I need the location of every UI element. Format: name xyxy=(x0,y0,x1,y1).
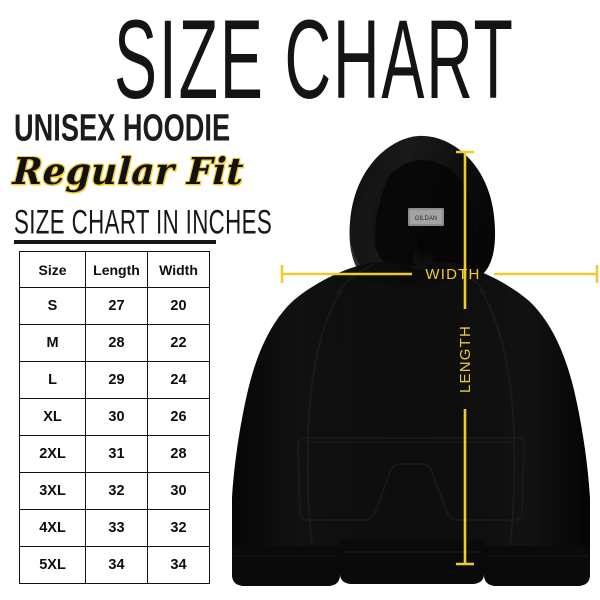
cell-length: 32 xyxy=(85,472,148,510)
cell-size: 5XL xyxy=(19,546,86,584)
hoodie-neck-opening xyxy=(412,226,434,267)
cell-size: L xyxy=(19,361,86,399)
cell-length: 31 xyxy=(85,435,148,473)
cell-length: 33 xyxy=(85,509,148,547)
hoodie-shoulder-seam-right xyxy=(447,263,487,295)
cell-length: 30 xyxy=(85,398,148,436)
column-header-length: Length xyxy=(85,251,148,288)
cell-width: 34 xyxy=(147,546,210,584)
page-title: SIZE CHART xyxy=(114,0,515,123)
cell-width: 26 xyxy=(147,398,210,436)
hoodie-sleeve-seam-left xyxy=(306,289,343,545)
hood-fold-left xyxy=(349,166,394,276)
hoodie-hem-band xyxy=(340,540,484,584)
units-heading: SIZE CHART IN INCHES xyxy=(14,202,273,242)
hoodie-cuff-left xyxy=(232,546,340,586)
hoodie-cuff-right xyxy=(484,546,590,586)
table-row: XL 30 26 xyxy=(19,398,210,436)
cell-size: XL xyxy=(19,398,86,436)
cell-width: 20 xyxy=(147,287,210,325)
cell-size: M xyxy=(19,324,86,362)
table-row: S 27 20 xyxy=(19,287,210,325)
units-heading-underline xyxy=(14,240,216,244)
garment-heading: UNISEX HOODIE xyxy=(14,106,231,150)
table-header-row: Size Length Width xyxy=(19,251,210,288)
table-row: M 28 22 xyxy=(19,324,210,362)
cell-size: 4XL xyxy=(19,509,86,547)
table-row: 2XL 31 28 xyxy=(19,435,210,473)
cell-size: S xyxy=(19,287,86,325)
neck-label-tag-inner xyxy=(410,210,442,224)
cell-length: 29 xyxy=(85,361,148,399)
neck-label-text: GILDAN xyxy=(415,216,437,222)
left-heading-block: UNISEX HOODIE Regular Fit SIZE CHART IN … xyxy=(11,106,273,244)
cell-width: 24 xyxy=(147,361,210,399)
cell-size: 2XL xyxy=(19,435,86,473)
cell-width: 22 xyxy=(147,324,210,362)
hoodie-pocket xyxy=(296,437,526,521)
units-heading-wrap: SIZE CHART IN INCHES xyxy=(14,202,273,244)
size-table: Size Length Width S 27 20 M 28 22 L 29 2… xyxy=(19,251,210,584)
fit-heading: Regular Fit xyxy=(11,148,246,194)
column-header-size: Size xyxy=(19,251,86,288)
cell-length: 27 xyxy=(85,287,148,325)
cell-width: 32 xyxy=(147,509,210,547)
cell-length: 34 xyxy=(85,546,148,584)
column-header-width: Width xyxy=(147,251,210,288)
cell-width: 30 xyxy=(147,472,210,510)
table-row: 5XL 34 34 xyxy=(19,546,210,584)
cell-size: 3XL xyxy=(19,472,86,510)
hoodie-sleeve-seam-right xyxy=(479,289,516,545)
table-row: 4XL 33 32 xyxy=(19,509,210,547)
hoodie-illustration: GILDAN xyxy=(222,104,600,600)
hoodie-shoulder-seam-left xyxy=(335,263,375,295)
cell-length: 28 xyxy=(85,324,148,362)
width-label: WIDTH xyxy=(425,266,480,283)
hoodie-torso-highlight xyxy=(334,276,488,550)
table-row: L 29 24 xyxy=(19,361,210,399)
cell-width: 28 xyxy=(147,435,210,473)
length-label: LENGTH xyxy=(457,325,474,393)
table-row: 3XL 32 30 xyxy=(19,472,210,510)
